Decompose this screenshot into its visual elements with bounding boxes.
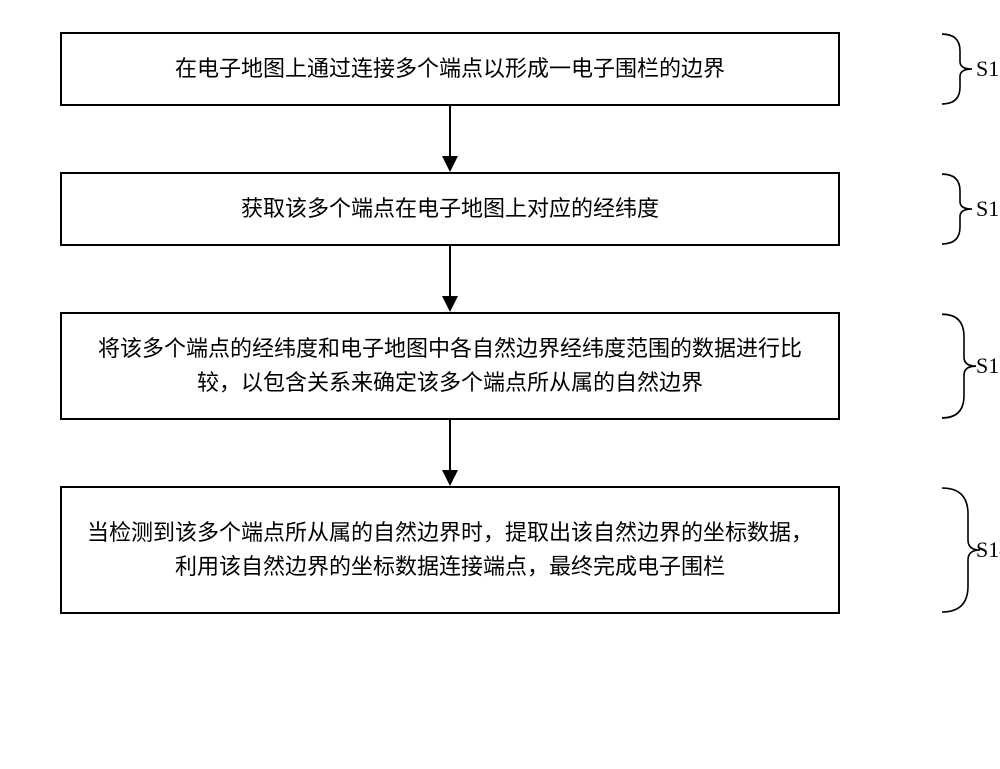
flow-box: 获取该多个端点在电子地图上对应的经纬度 — [60, 172, 840, 246]
flow-step-text: 将该多个端点的经纬度和电子地图中各自然边界经纬度范围的数据进行比较，以包含关系来… — [86, 332, 814, 400]
flow-step: 将该多个端点的经纬度和电子地图中各自然边界经纬度范围的数据进行比较，以包含关系来… — [60, 312, 940, 420]
step-label-bracket: S14 — [942, 486, 1000, 614]
step-label-bracket: S12 — [942, 172, 1000, 246]
flow-box: 在电子地图上通过连接多个端点以形成一电子围栏的边界 — [60, 32, 840, 106]
step-id-label: S14 — [976, 537, 1000, 563]
step-id-label: S11 — [976, 56, 1000, 82]
flow-step: 在电子地图上通过连接多个端点以形成一电子围栏的边界 S11 — [60, 32, 940, 106]
flow-box: 当检测到该多个端点所从属的自然边界时，提取出该自然边界的坐标数据，利用该自然边界… — [60, 486, 840, 614]
step-id-label: S12 — [976, 196, 1000, 222]
flow-arrow — [60, 420, 840, 486]
flow-step: 当检测到该多个端点所从属的自然边界时，提取出该自然边界的坐标数据，利用该自然边界… — [60, 486, 940, 614]
step-label-bracket: S13 — [942, 312, 1000, 420]
flowchart-container: 在电子地图上通过连接多个端点以形成一电子围栏的边界 S11 获取该多个端点在电子… — [60, 32, 940, 614]
flow-arrow — [60, 106, 840, 172]
step-label-bracket: S11 — [942, 32, 1000, 106]
flow-arrow — [60, 246, 840, 312]
flow-step-text: 在电子地图上通过连接多个端点以形成一电子围栏的边界 — [175, 52, 725, 86]
flow-box: 将该多个端点的经纬度和电子地图中各自然边界经纬度范围的数据进行比较，以包含关系来… — [60, 312, 840, 420]
flow-step-text: 当检测到该多个端点所从属的自然边界时，提取出该自然边界的坐标数据，利用该自然边界… — [86, 516, 814, 584]
step-id-label: S13 — [976, 353, 1000, 379]
flow-step: 获取该多个端点在电子地图上对应的经纬度 S12 — [60, 172, 940, 246]
flow-step-text: 获取该多个端点在电子地图上对应的经纬度 — [241, 192, 659, 226]
